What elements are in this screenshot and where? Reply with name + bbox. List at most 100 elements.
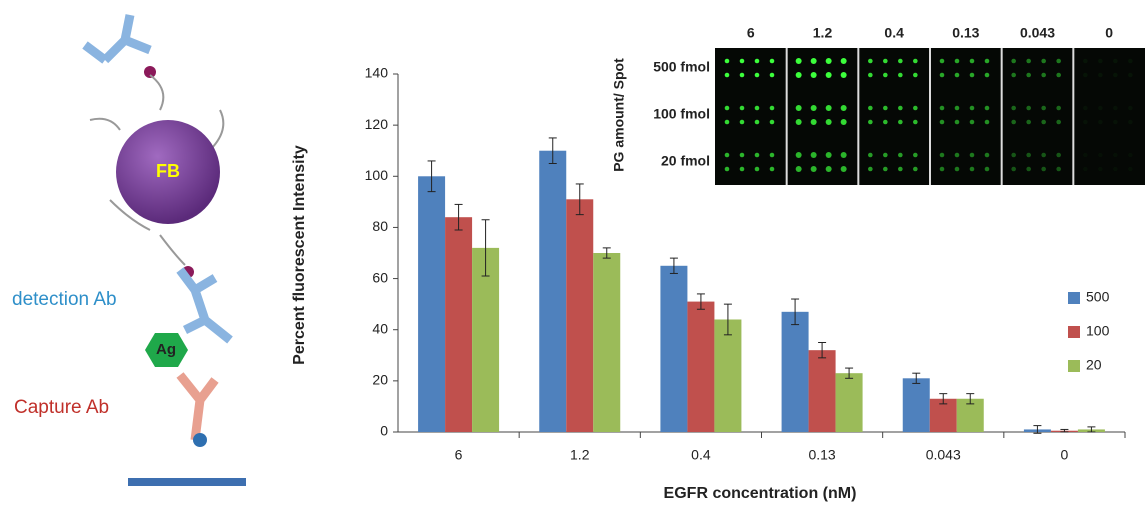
spot <box>898 152 903 158</box>
linker <box>144 66 156 78</box>
error-bar <box>696 293 705 310</box>
spot <box>868 72 873 78</box>
spot <box>1083 58 1088 64</box>
antibody-top <box>82 14 152 64</box>
inset-column-label: 0.4 <box>884 25 904 41</box>
spot <box>754 72 760 78</box>
spot <box>739 72 745 78</box>
spot <box>724 119 730 125</box>
bead-label: FB <box>156 161 180 181</box>
spot <box>1026 58 1031 64</box>
legend-swatch <box>1068 326 1080 338</box>
spot <box>1041 152 1046 158</box>
spot <box>1041 58 1046 64</box>
spot <box>1011 152 1016 158</box>
legend-label: 20 <box>1086 357 1102 373</box>
spot <box>1083 105 1088 111</box>
spot <box>913 105 918 111</box>
spot <box>810 166 817 172</box>
bar <box>660 265 688 432</box>
spot <box>1056 72 1061 78</box>
bar <box>781 311 809 432</box>
detection-antibody <box>176 267 233 344</box>
bar <box>687 301 715 432</box>
spot <box>969 105 975 111</box>
spot <box>883 105 888 111</box>
spot <box>724 58 730 64</box>
spot <box>1041 166 1046 172</box>
spot <box>1041 119 1046 125</box>
inset-row-label: 20 fmol <box>661 153 710 169</box>
spot <box>984 105 990 111</box>
spot <box>939 72 945 78</box>
spot <box>1098 58 1103 64</box>
spot <box>1026 166 1031 172</box>
spot <box>1098 153 1103 158</box>
error-bar <box>1033 425 1042 434</box>
spot <box>1128 119 1133 125</box>
spot <box>754 105 760 111</box>
error-bar <box>912 372 921 384</box>
spot <box>840 105 847 111</box>
spot <box>825 119 832 125</box>
x-tick-label: 0.13 <box>808 447 835 463</box>
inset-column-label: 0 <box>1105 25 1113 41</box>
spot <box>1113 58 1118 64</box>
spot <box>984 72 990 78</box>
spot <box>810 105 817 111</box>
x-tick-label: 6 <box>455 447 463 463</box>
spot <box>969 152 975 158</box>
spot <box>810 152 817 158</box>
spot <box>868 58 873 64</box>
bar <box>539 150 567 432</box>
y-tick-label: 20 <box>372 372 388 388</box>
spot <box>795 72 802 78</box>
spot <box>969 119 975 125</box>
y-axis-title: Percent fluorescent Intensity <box>291 145 308 365</box>
spot <box>769 105 775 111</box>
inset-column-label: 6 <box>747 25 755 41</box>
spot <box>898 72 903 78</box>
y-tick-label: 60 <box>372 269 388 285</box>
inset-column-label: 1.2 <box>813 25 833 41</box>
spot <box>1056 105 1061 111</box>
spot <box>939 58 945 64</box>
spot <box>825 58 832 64</box>
spot <box>724 72 730 78</box>
spot <box>1128 105 1133 111</box>
spot <box>883 58 888 64</box>
spot <box>1011 72 1016 78</box>
error-bar <box>669 257 678 274</box>
error-bar <box>1087 426 1096 433</box>
inset-column-label: 0.043 <box>1020 25 1055 41</box>
x-tick-label: 1.2 <box>570 447 590 463</box>
assay-diagram: FB detection Ab Ag Capture Ab <box>12 14 246 486</box>
spot <box>739 152 745 158</box>
bar <box>445 217 473 432</box>
error-bar <box>966 393 975 405</box>
spot <box>769 119 775 125</box>
spot <box>954 119 960 125</box>
spot <box>1011 166 1016 172</box>
spot <box>913 72 918 78</box>
spot <box>954 72 960 78</box>
spot <box>868 119 873 125</box>
spot <box>1098 105 1103 111</box>
spot <box>840 166 847 172</box>
error-bar <box>1060 428 1069 433</box>
spot <box>1083 119 1088 125</box>
spot <box>769 152 775 158</box>
spot <box>754 152 760 158</box>
spot <box>883 152 888 158</box>
spot <box>739 119 745 125</box>
spot <box>1026 119 1031 125</box>
spot <box>1056 152 1061 158</box>
error-bar <box>791 298 800 326</box>
spot <box>1098 72 1103 78</box>
spot <box>795 105 802 111</box>
spot <box>810 58 817 64</box>
spot <box>825 105 832 111</box>
spot <box>724 105 730 111</box>
spot <box>840 58 847 64</box>
